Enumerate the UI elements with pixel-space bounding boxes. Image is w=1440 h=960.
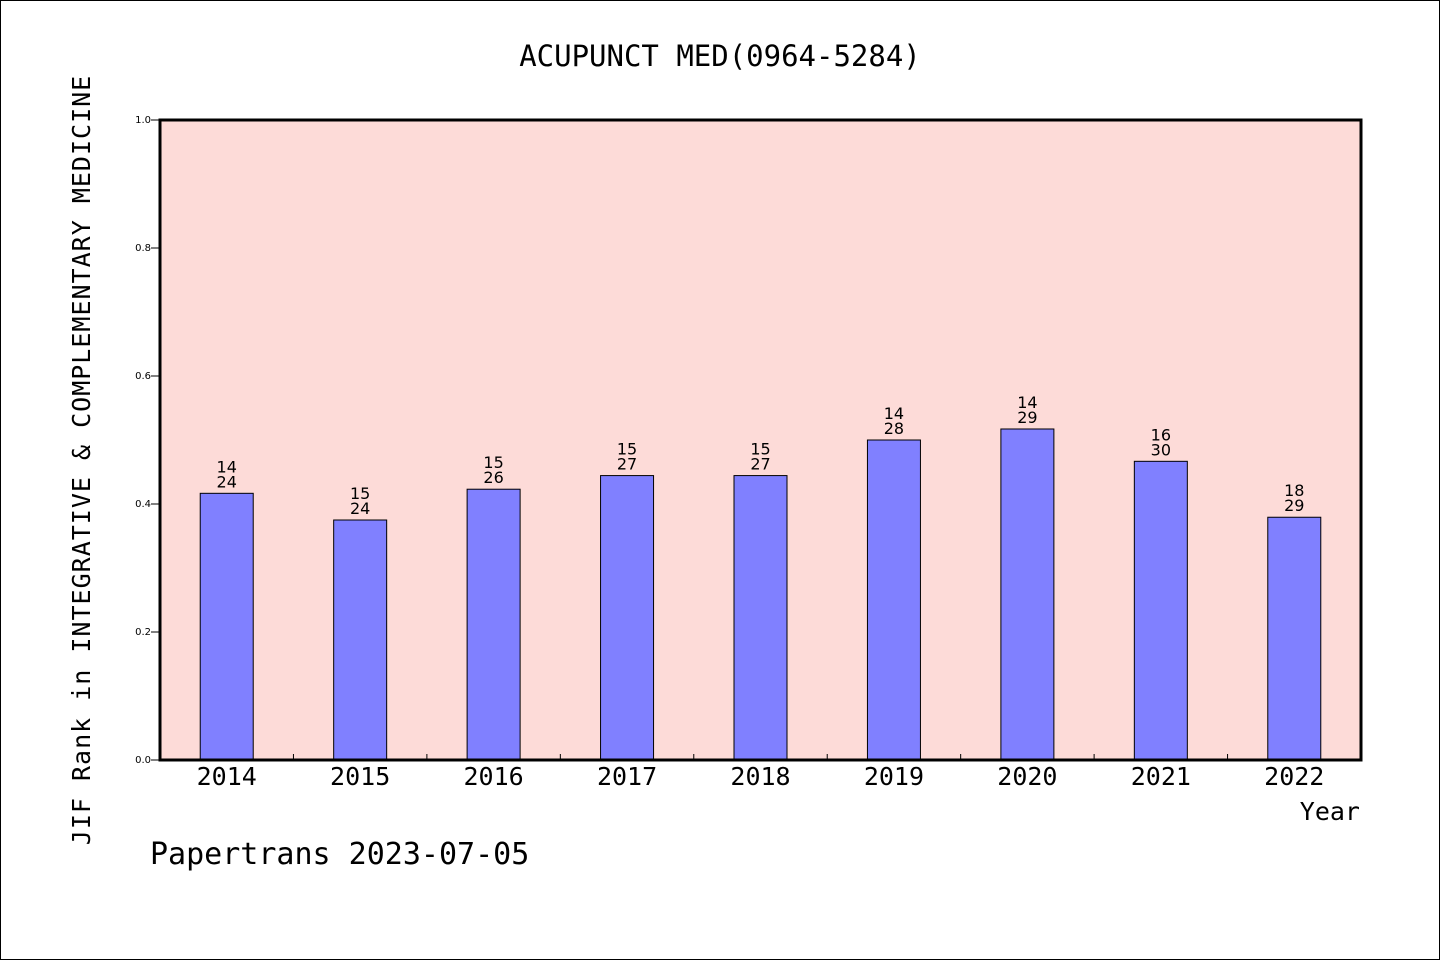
bar-rank-label: 18 xyxy=(1284,481,1304,500)
bar-rank-label: 14 xyxy=(884,404,904,423)
x-tick-label: 2021 xyxy=(1131,762,1191,791)
y-tick-label: 0.4 xyxy=(135,499,151,510)
bar-2019 xyxy=(866,439,921,761)
bar-rank-label: 14 xyxy=(217,457,237,476)
y-tick-label: 1.0 xyxy=(135,115,151,126)
y-axis-ticks: 0.0 0.2 0.4 0.6 0.8 1.0 xyxy=(135,115,160,766)
x-tick-label: 2017 xyxy=(597,762,657,791)
y-tick-label: 0.2 xyxy=(135,627,151,638)
plot-border xyxy=(158,118,1363,762)
bar-2020 xyxy=(1000,428,1055,761)
bar-rank-label: 15 xyxy=(350,484,370,503)
bar-rank-label: 15 xyxy=(617,440,637,459)
bar-total-label: 29 xyxy=(1017,408,1037,427)
bar-2016 xyxy=(466,488,521,761)
y-tick-label: 0.6 xyxy=(135,371,151,382)
x-tick-label: 2016 xyxy=(464,762,524,791)
bar-rank-label: 15 xyxy=(750,440,770,459)
bar-2014 xyxy=(199,492,254,761)
x-tick-label: 2020 xyxy=(997,762,1057,791)
bar-total-label: 27 xyxy=(750,455,770,474)
bar-rank-label: 16 xyxy=(1151,425,1171,444)
bar-total-label: 26 xyxy=(483,468,503,487)
bar-total-label: 24 xyxy=(350,499,370,518)
bar-total-label: 27 xyxy=(617,455,637,474)
y-tick-label: 0.8 xyxy=(135,243,151,254)
bar-total-label: 30 xyxy=(1151,440,1171,459)
bar-total-label: 24 xyxy=(217,472,237,491)
bar-rank-label: 14 xyxy=(1017,393,1037,412)
x-tick-label: 2018 xyxy=(730,762,790,791)
x-tick-label: 2019 xyxy=(864,762,924,791)
bar-2022 xyxy=(1267,516,1322,761)
x-axis-label: Year xyxy=(1300,797,1360,826)
bar-total-label: 28 xyxy=(884,419,904,438)
x-tick-label: 2015 xyxy=(330,762,390,791)
footer-credit: Papertrans 2023-07-05 xyxy=(150,837,529,872)
x-tick-label: 2014 xyxy=(197,762,257,791)
y-tick-label: 0.0 xyxy=(135,755,151,766)
bar-rank-label: 15 xyxy=(483,453,503,472)
bar-2018 xyxy=(733,475,788,761)
bar-2021 xyxy=(1133,460,1188,761)
x-axis-ticks: 2014 2015 2016 2017 2018 2019 2020 2021 2022 xyxy=(197,754,1324,791)
bar-2015 xyxy=(333,519,388,761)
bar-2017 xyxy=(600,475,655,761)
chart-title: ACUPUNCT MED(0964-5284) xyxy=(519,39,921,73)
x-tick-label: 2022 xyxy=(1264,762,1324,791)
y-axis-label: JIF Rank in INTEGRATIVE & COMPLEMENTARY … xyxy=(67,75,96,845)
bar-total-label: 29 xyxy=(1284,496,1304,515)
